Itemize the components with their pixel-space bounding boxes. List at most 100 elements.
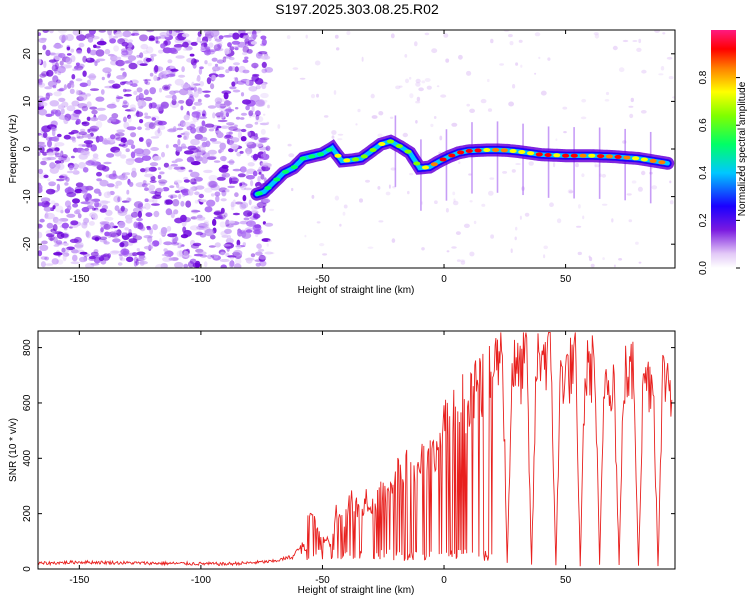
noise-blob (65, 64, 73, 69)
faint-blob (415, 78, 421, 84)
noise-blob (58, 34, 69, 42)
faint-blob (357, 108, 361, 113)
noise-blob (173, 236, 179, 242)
spectrogram-x-tick-label: -100 (191, 274, 211, 285)
noise-blob (38, 82, 43, 86)
noise-blob (233, 62, 240, 66)
faint-blob (346, 30, 351, 36)
faint-blob (263, 113, 266, 116)
noise-blob (178, 100, 185, 104)
noise-blob (158, 125, 166, 130)
noise-blob (204, 94, 211, 98)
noise-blob (155, 187, 165, 193)
faint-blob (398, 85, 403, 88)
noise-blob (41, 157, 52, 161)
noise-blob (187, 261, 195, 268)
spectrogram-y-tick-label: 10 (22, 95, 33, 107)
noise-blob (230, 143, 239, 150)
noise-blob (228, 66, 233, 72)
noise-blob (189, 225, 200, 231)
noise-blob (86, 143, 93, 148)
noise-blob (76, 34, 86, 41)
noise-blob (85, 57, 95, 63)
noise-blob (252, 34, 256, 40)
noise-blob (70, 220, 79, 226)
faint-blob (260, 162, 264, 167)
noise-blob (163, 241, 173, 246)
noise-blob (112, 83, 121, 89)
noise-blob (172, 126, 177, 132)
noise-blob (211, 141, 222, 144)
spectrogram-x-tick-label: -150 (69, 274, 89, 285)
noise-blob (101, 165, 110, 172)
noise-blob (87, 128, 91, 133)
faint-blob (287, 143, 292, 147)
noise-blob (256, 99, 265, 106)
noise-blob (180, 234, 189, 239)
noise-blob (244, 38, 250, 44)
noise-blob (246, 151, 250, 157)
noise-blob (132, 252, 138, 257)
ridge-peak (597, 154, 605, 159)
noise-blob (179, 120, 186, 127)
faint-blob (452, 200, 459, 206)
noise-blob (167, 47, 177, 54)
faint-blob (466, 70, 472, 76)
colorbar-tick-label: 0.2 (698, 213, 709, 227)
noise-blob (226, 244, 230, 252)
noise-blob (225, 219, 230, 227)
snr-y-tick-label: 0 (22, 566, 33, 572)
noise-blob (54, 152, 60, 156)
noise-blob (88, 255, 96, 260)
ridge-peak (404, 149, 412, 154)
faint-blob (613, 264, 616, 268)
snr-x-ticks: -150 -100 -50 0 50 (69, 331, 572, 586)
noise-blob (122, 30, 132, 38)
spectrogram-y-ticks: -20 -10 0 10 20 (22, 48, 675, 251)
faint-blob (490, 234, 494, 239)
faint-blob (641, 170, 646, 176)
faint-blob (431, 48, 438, 54)
noise-blob (128, 62, 138, 70)
faint-blob (578, 204, 581, 209)
noise-blob (191, 111, 201, 118)
noise-blob (100, 89, 105, 95)
noise-blob (43, 206, 52, 212)
noise-blob (48, 183, 55, 187)
noise-blob (140, 168, 146, 173)
faint-blob (469, 108, 475, 114)
noise-blob (161, 151, 165, 158)
noise-blob (121, 200, 130, 203)
faint-blob (277, 124, 281, 129)
colorbar-tick-label: 0.8 (698, 70, 709, 84)
noise-blob (115, 132, 125, 137)
noise-blob (200, 144, 205, 149)
noise-blob (135, 182, 146, 188)
noise-blob (240, 112, 248, 116)
noise-blob (44, 256, 49, 261)
noise-blob (89, 88, 100, 91)
noise-blob (166, 225, 172, 232)
noise-blob (189, 53, 195, 57)
faint-blob (618, 67, 625, 73)
faint-blob (365, 179, 370, 183)
faint-blob (581, 173, 585, 178)
faint-blob (487, 108, 493, 112)
faint-blob (367, 246, 374, 249)
noise-blob (148, 122, 156, 130)
noise-blob (42, 132, 48, 139)
noise-blob (89, 125, 100, 132)
noise-blob (99, 179, 109, 187)
ridge-peak (369, 148, 377, 152)
noise-blob (157, 128, 161, 134)
noise-blob (209, 138, 217, 142)
noise-blob (174, 217, 184, 224)
noise-blob (199, 125, 204, 132)
noise-blob (216, 176, 226, 181)
noise-blob (215, 101, 222, 108)
noise-blob (232, 168, 242, 172)
noise-blob (245, 229, 253, 233)
noise-blob (228, 131, 233, 135)
faint-blob (378, 111, 384, 116)
noise-blob (219, 258, 230, 263)
